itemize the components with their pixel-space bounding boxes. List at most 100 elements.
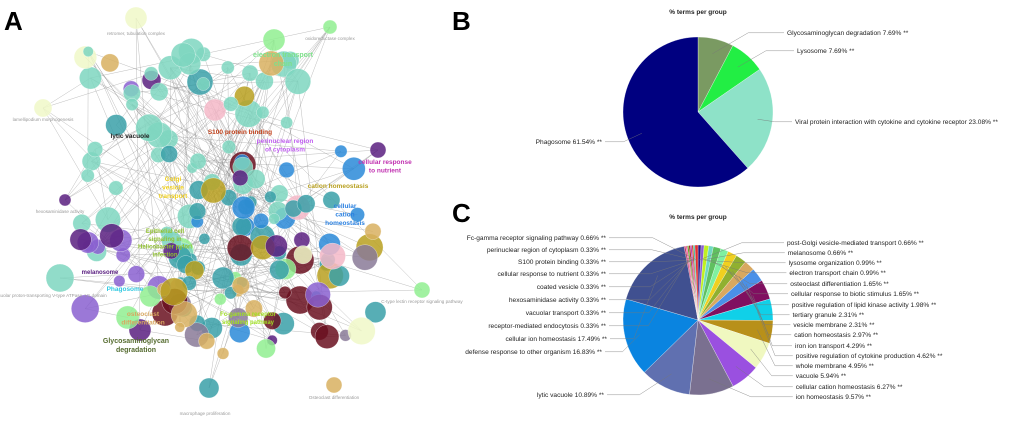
pie-label: cellular ion homeostasis 17.49% ** [505, 336, 607, 343]
pie-leader-line [704, 260, 786, 263]
network-node [113, 275, 126, 287]
network-node [189, 153, 207, 170]
network-group-label: Fc-gamma receptor signaling pathway [220, 312, 276, 326]
network-node [413, 281, 431, 299]
pie-label: coated vesicle 0.33% ** [537, 284, 607, 291]
network-node [268, 213, 280, 225]
pie-label: Glycosaminoglycan degradation 7.69% ** [787, 30, 909, 37]
network-node [127, 265, 145, 283]
network-edge [170, 67, 273, 341]
network-node [280, 116, 293, 129]
network-group-label: lytic vacuole [110, 133, 149, 140]
network-node [245, 299, 263, 318]
network-node [80, 168, 95, 183]
network-node [144, 66, 159, 81]
pie-label: perinuclear region of cytoplasm 0.33% ** [487, 247, 607, 254]
pie-label: post-Golgi vesicle-mediated transport 0.… [787, 240, 924, 247]
network-edge [203, 81, 298, 85]
network-node [159, 277, 188, 306]
network-node [150, 82, 169, 101]
pie-leader-line [737, 50, 794, 68]
pie-leader-line [609, 259, 694, 262]
network-node [196, 77, 211, 91]
network-edge [177, 285, 273, 341]
network-edge [208, 290, 239, 389]
network-edge [198, 149, 379, 162]
network-node [258, 50, 284, 77]
pie-label: hexosaminidase activity 0.33% ** [509, 297, 607, 304]
network-group-label: cellular response to nutrient [358, 159, 412, 174]
pie-label: electron transport chain 0.99% ** [789, 270, 886, 277]
network-node [231, 276, 250, 295]
network-edge [198, 161, 354, 170]
pie-label: receptor-mediated endocytosis 0.33% ** [488, 323, 606, 330]
network-node [99, 223, 124, 249]
network-node [232, 169, 249, 186]
network-node [265, 234, 288, 258]
network-node [82, 46, 94, 57]
pie-leader-line [732, 270, 790, 315]
pie-leader-line [752, 295, 792, 346]
panel-label-c: C [452, 198, 471, 228]
pie-label: Fc-gamma receptor signaling pathway 0.66… [467, 235, 607, 242]
network-node [79, 66, 102, 90]
pie-label: cellular response to biotic stimulus 1.6… [791, 291, 919, 298]
network-node [135, 114, 164, 142]
network-edge [64, 134, 160, 201]
network-node [364, 301, 387, 323]
network-node [231, 216, 252, 237]
network-node [284, 68, 311, 95]
pie-leader-line [757, 119, 792, 123]
network-node [124, 6, 148, 30]
pie-leader-line [605, 334, 640, 352]
network-node [226, 234, 254, 262]
pie-leader-line [739, 276, 791, 325]
pie-label: positive regulation of cytokine producti… [796, 353, 943, 360]
network-edge [90, 77, 243, 163]
network-node [256, 338, 276, 359]
network-term-label: oxidoreductase complex [305, 36, 355, 41]
network-term-label: C-type lectin receptor signaling pathway [381, 299, 463, 304]
pie-label: vacuolar transport 0.33% ** [526, 310, 607, 317]
network-edge [170, 67, 262, 221]
pie-leader-line [699, 242, 784, 261]
pie-leader-line [609, 260, 692, 287]
network-term-label: hexosaminidase activity [36, 209, 85, 214]
network-group-label: Glycosaminoglycan degradation [103, 338, 169, 354]
pie-label: vesicle membrane 2.31% ** [793, 322, 874, 329]
pie-leader-line [719, 263, 788, 294]
network-node [71, 294, 100, 323]
network-node [319, 242, 346, 270]
network-group-label: cellular cation homeostasis [325, 203, 365, 227]
network-node [45, 263, 75, 293]
network-node [160, 145, 178, 163]
pie-label: defense response to other organism 16.83… [465, 349, 602, 356]
network-group-label: Phagosome [107, 286, 144, 293]
pie-leader-line [745, 283, 792, 335]
pie-slice [697, 69, 774, 169]
network-node [264, 190, 277, 203]
network-labels: electron transport chain S100 protein bind… [0, 31, 463, 416]
network-edge [81, 223, 365, 258]
pie-label: lytic vacuole 10.89% ** [537, 392, 605, 399]
pie-label: osteoclast differentiation 1.65% ** [790, 281, 889, 288]
network-node [232, 196, 256, 220]
network-node [263, 311, 282, 330]
network-group-label: Epithelial cell signaling in Helicobacter … [138, 229, 192, 258]
network-node [214, 293, 227, 306]
pie-leader-line [725, 266, 789, 305]
network-node [241, 64, 259, 82]
pie-leader-line [609, 237, 697, 261]
network-node [369, 141, 387, 159]
pie-slice [622, 36, 748, 188]
network-node [278, 162, 295, 178]
network-edge [265, 269, 286, 349]
pie-label: Viral protein interaction with cytokine … [795, 119, 998, 126]
panel-label-b: B [452, 6, 471, 36]
network-node [211, 266, 235, 290]
network-node [228, 307, 249, 328]
network-edge [64, 139, 169, 201]
pie-leader-line [757, 329, 793, 366]
network-node [325, 376, 343, 394]
